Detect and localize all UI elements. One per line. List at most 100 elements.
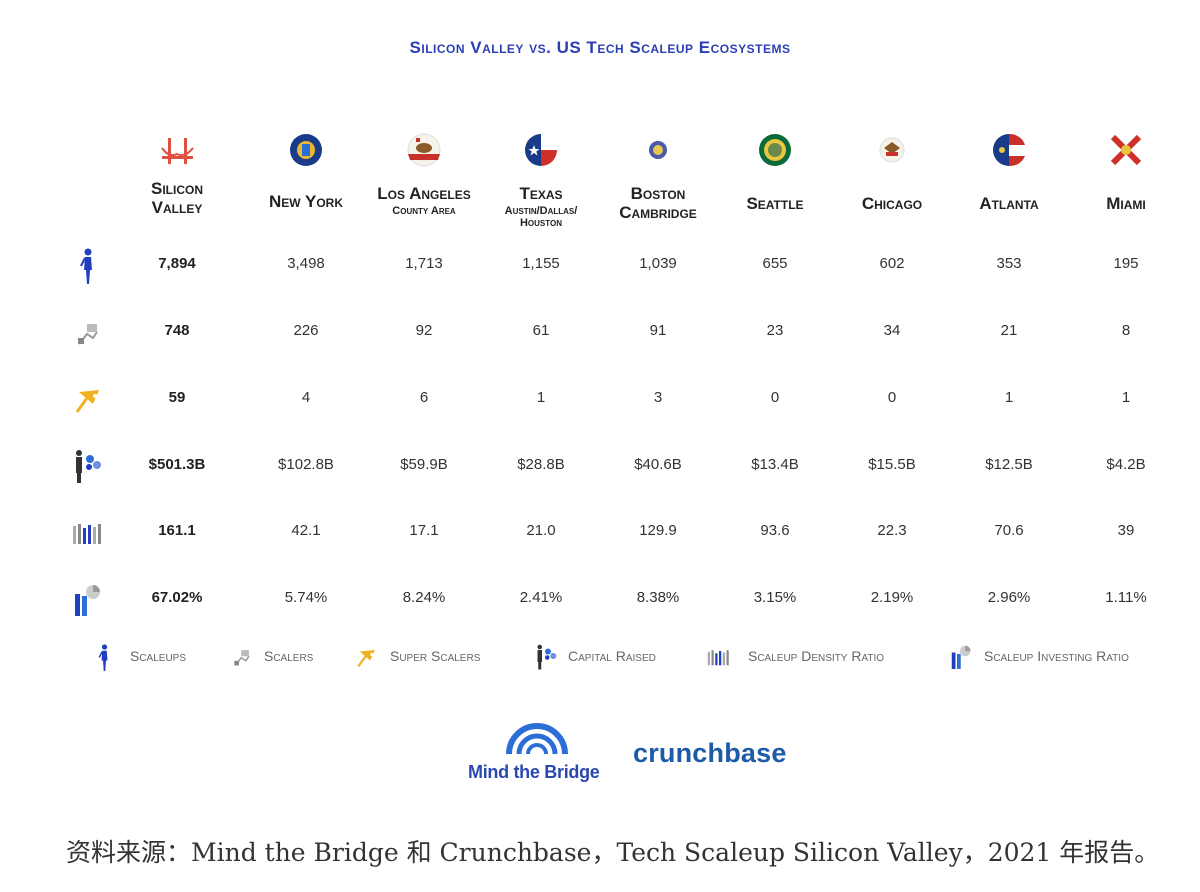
table-cell: 0 (770, 389, 780, 406)
legend-density-ratio-icon (707, 650, 729, 666)
column-header: Texas Austin/Dallas/ Houston (479, 184, 603, 229)
column-header-name: Miami (1106, 194, 1146, 213)
source-caption: 资料来源：Mind the Bridge 和 Crunchbase，Tech S… (66, 838, 1160, 867)
column-header-name-line2: Cambridge (619, 202, 697, 222)
legend-super-scalers-icon (357, 649, 375, 667)
table-cell: 7,894 (158, 255, 196, 272)
column-header-name: Los Angeles (377, 184, 471, 203)
column-header-name: Silicon (150, 179, 203, 198)
column-header-name: New York (268, 192, 344, 211)
table-cell: 34 (883, 322, 901, 339)
table-cell: $501.3B (148, 456, 206, 473)
column-header: Los Angeles County Area (362, 184, 486, 217)
table-cell: 226 (293, 322, 319, 339)
table-cell: 6 (419, 389, 429, 406)
table-cell: $59.9B (400, 456, 448, 473)
scaleups-person-icon (80, 248, 92, 284)
legend-scalers-icon (234, 650, 250, 666)
column-header: New York (244, 192, 368, 212)
table-cell: 195 (1113, 255, 1139, 272)
column-header-subtitle: Austin/Dallas/ Houston (504, 204, 578, 229)
column-header: Seattle (713, 194, 837, 214)
table-cell: 42.1 (291, 522, 321, 539)
table-cell: 21.0 (526, 522, 556, 539)
table-cell: 39 (1117, 522, 1135, 539)
column-header: Boston Cambridge (596, 184, 720, 222)
washington-seal-icon (759, 134, 791, 166)
table-cell: 602 (879, 255, 905, 272)
table-cell: 92 (415, 322, 433, 339)
table-cell: 2.41% (519, 589, 563, 606)
table-cell: 8.24% (402, 589, 446, 606)
california-flag-icon (407, 133, 441, 167)
crunchbase-logo-text: crunchbase (633, 738, 787, 768)
table-cell: $40.6B (634, 456, 682, 473)
legend-label: Scalers (264, 648, 314, 664)
table-cell: 67.02% (151, 589, 203, 606)
legend-label: Scaleup Density Ratio (748, 648, 885, 664)
table-cell: 70.6 (994, 522, 1024, 539)
table-cell: 1,039 (639, 255, 677, 272)
table-cell: 2.19% (870, 589, 914, 606)
legend-label: Scaleups (130, 648, 187, 664)
table-cell: 3.15% (753, 589, 797, 606)
column-header-name: Texas (519, 184, 563, 203)
table-cell: 748 (164, 322, 190, 339)
legend-label: Scaleup Investing Ratio (984, 648, 1129, 664)
table-cell: 1.11% (1105, 589, 1147, 606)
table-cell: $12.5B (985, 456, 1033, 473)
florida-flag-icon (1110, 134, 1142, 166)
table-cell: 91 (649, 322, 667, 339)
table-cell: 3 (653, 389, 663, 406)
column-header-subtitle: County Area (392, 204, 456, 217)
column-header-name: Boston (630, 184, 686, 203)
column-header: Atlanta (947, 194, 1071, 214)
column-header-name-line2: Valley (151, 197, 203, 217)
table-cell: 1,713 (405, 255, 443, 272)
table-cell: $4.2B (1106, 456, 1146, 473)
legend-scaleups-person-icon (98, 643, 108, 671)
table-cell: 59 (168, 389, 186, 406)
table-cell: $102.8B (278, 456, 334, 473)
table-cell: 22.3 (877, 522, 907, 539)
table-cell: 1 (536, 389, 546, 406)
table-cell: $28.8B (517, 456, 565, 473)
table-cell: 0 (887, 389, 897, 406)
table-cell: 4 (301, 389, 311, 406)
table-cell: 93.6 (760, 522, 790, 539)
chart-title: Silicon Valley vs. US Tech Scaleup Ecosy… (409, 38, 791, 57)
legend-label: Super Scalers (390, 648, 481, 664)
column-header-name: Seattle (746, 194, 804, 213)
table-cell: 17.1 (409, 522, 439, 539)
table-cell: 8 (1121, 322, 1131, 339)
table-cell: 23 (766, 322, 784, 339)
capital-raised-icon (76, 450, 101, 483)
table-cell: 161.1 (158, 522, 196, 539)
table-cell: 1,155 (522, 255, 560, 272)
table-cell: $13.4B (751, 456, 799, 473)
table-cell: 3,498 (287, 255, 325, 272)
golden-gate-bridge-icon (160, 138, 194, 164)
column-header: Silicon Valley (115, 179, 239, 217)
legend-capital-raised-icon (537, 644, 557, 669)
table-cell: $15.5B (868, 456, 916, 473)
scalers-icon (78, 324, 98, 345)
mind-the-bridge-logo-text: Mind the Bridge (468, 762, 600, 782)
table-cell: 2.96% (987, 589, 1031, 606)
table-cell: 353 (996, 255, 1022, 272)
legend-investing-ratio-icon (951, 645, 971, 669)
density-ratio-icon (73, 524, 101, 544)
table-cell: 655 (762, 255, 788, 272)
massachusetts-seal-icon (649, 141, 667, 159)
legend-label: Capital Raised (568, 648, 656, 664)
table-cell: 1 (1004, 389, 1014, 406)
table-cell: 129.9 (639, 522, 677, 539)
table-cell: 1 (1121, 389, 1131, 406)
column-header-name: Atlanta (979, 194, 1039, 213)
investing-ratio-icon (75, 585, 100, 616)
table-cell: 8.38% (636, 589, 680, 606)
table-cell: 61 (532, 322, 550, 339)
table-cell: 5.74% (284, 589, 328, 606)
georgia-flag-icon (993, 133, 1025, 167)
